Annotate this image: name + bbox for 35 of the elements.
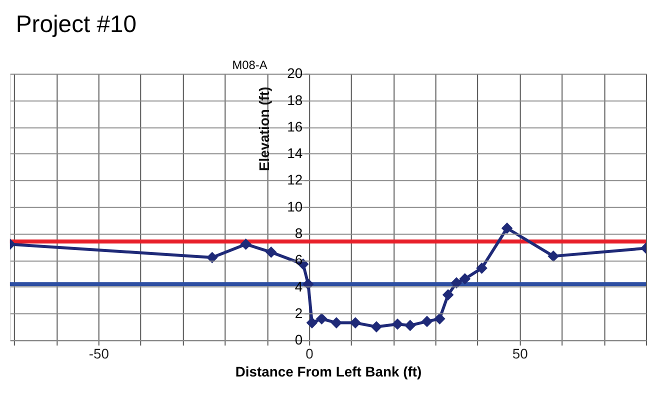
point bbox=[459, 273, 471, 284]
x-tick-label: -50 bbox=[88, 345, 110, 362]
point bbox=[501, 222, 513, 234]
point bbox=[240, 238, 252, 250]
y-tick-label: 2 bbox=[294, 304, 303, 321]
y-tick-label: 0 bbox=[294, 332, 303, 348]
point bbox=[450, 277, 462, 288]
point bbox=[421, 316, 433, 328]
point bbox=[302, 278, 314, 290]
point bbox=[434, 313, 446, 324]
point bbox=[330, 317, 342, 328]
point bbox=[476, 262, 488, 274]
x-axis-title: Distance From Left Bank (ft) bbox=[235, 363, 422, 380]
point bbox=[548, 250, 560, 262]
x-tick-label: 0 bbox=[306, 345, 314, 362]
point bbox=[350, 317, 362, 328]
text: M08-A bbox=[232, 58, 268, 72]
y-tick-label: 10 bbox=[287, 198, 303, 214]
point bbox=[370, 321, 382, 332]
y-tick-label: 18 bbox=[287, 92, 303, 108]
y-tick-label: 12 bbox=[287, 172, 303, 188]
chart-title: Project #10 bbox=[16, 10, 137, 38]
point bbox=[206, 252, 218, 264]
y-tick-label: 14 bbox=[287, 145, 303, 162]
y-tick-label: 8 bbox=[294, 225, 303, 242]
y-tick-label: 16 bbox=[287, 118, 303, 134]
point bbox=[316, 313, 328, 324]
y-axis-title: Elevation (ft) bbox=[256, 86, 272, 171]
point bbox=[392, 318, 404, 330]
y-tick-label: 20 bbox=[287, 65, 303, 82]
point bbox=[442, 289, 454, 300]
point bbox=[404, 320, 416, 332]
point bbox=[265, 246, 277, 258]
point bbox=[306, 317, 318, 328]
x-tick-label: 50 bbox=[512, 345, 528, 362]
